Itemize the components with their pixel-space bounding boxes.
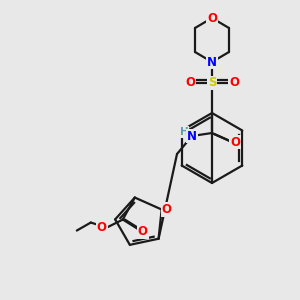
Text: O: O <box>207 11 217 25</box>
Text: O: O <box>229 76 239 89</box>
Text: N: N <box>187 130 197 142</box>
Text: N: N <box>207 56 217 68</box>
Text: S: S <box>208 76 216 89</box>
Text: O: O <box>230 136 240 148</box>
Text: O: O <box>162 203 172 216</box>
Text: O: O <box>138 225 148 238</box>
Text: H: H <box>180 127 188 137</box>
Text: O: O <box>97 221 107 234</box>
Text: O: O <box>185 76 195 89</box>
